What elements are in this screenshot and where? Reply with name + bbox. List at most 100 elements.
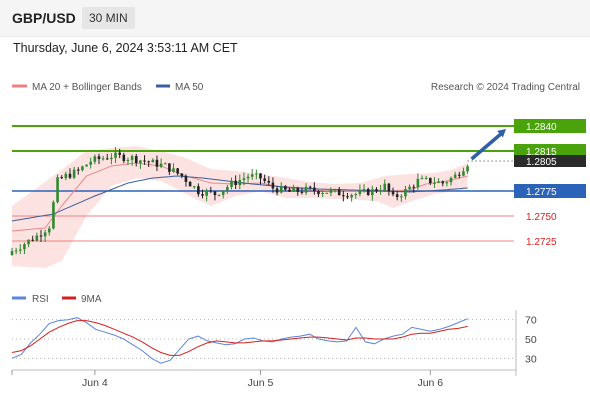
rsi-legend-label: RSI (32, 294, 49, 305)
level-tag-1.2815 (514, 144, 586, 158)
level-label-1.2840: 1.2840 (526, 122, 557, 133)
candle-body (458, 174, 461, 176)
candle-body (313, 187, 316, 192)
forecast-arrow-shaft (470, 131, 504, 161)
candle-body (412, 186, 416, 188)
candle-body (296, 187, 300, 192)
candle-body (35, 235, 39, 241)
candle-body (89, 161, 92, 165)
level-tag-1.2775 (514, 184, 586, 198)
candle-body (466, 166, 469, 172)
level-label-1.2725: 1.2725 (526, 237, 557, 248)
candle-body (151, 159, 155, 163)
candle-body (288, 189, 291, 192)
candle-body (10, 251, 14, 255)
candle-body (379, 190, 382, 192)
candle-body (93, 156, 97, 162)
candle-body (168, 163, 171, 172)
x-tick-label: Jun 5 (248, 377, 274, 389)
candle-body (259, 173, 262, 179)
ma50-legend-label: MA 50 (175, 82, 204, 93)
candle-body (246, 176, 250, 179)
candle-body (445, 182, 449, 184)
candle-body (342, 195, 345, 197)
candle-body (391, 191, 395, 195)
candle-body (358, 190, 362, 195)
level-tag-1.2840 (514, 119, 586, 133)
candle-body (325, 192, 329, 194)
candle-body (209, 190, 213, 192)
candle-body (279, 186, 283, 193)
candle-body (292, 187, 295, 192)
candle-body (366, 188, 370, 196)
candle-body (97, 156, 101, 160)
candle-body (155, 159, 159, 167)
candle-body (188, 181, 192, 187)
candle-body (27, 239, 30, 245)
candle-body (43, 232, 47, 237)
candle-body (416, 178, 420, 188)
candle-body (126, 159, 130, 162)
candle-body (346, 196, 349, 198)
candle-body (362, 188, 366, 191)
candle-body (105, 158, 109, 160)
candle-body (304, 186, 308, 193)
candle-body (85, 164, 88, 167)
candle-body (263, 178, 266, 181)
level-label-1.2775: 1.2775 (526, 187, 557, 198)
candle-body (321, 192, 324, 195)
candle-body (76, 169, 80, 171)
candle-body (329, 190, 333, 193)
rsi-tick-label: 70 (525, 315, 537, 327)
candle-body (68, 173, 72, 178)
candle-body (221, 190, 225, 195)
candle-body (395, 194, 399, 197)
candle-body (242, 178, 246, 181)
candle-body (350, 194, 353, 198)
last-price-tag (514, 155, 586, 167)
candle-body (462, 171, 465, 176)
candle-body (375, 189, 378, 192)
candle-body (52, 202, 55, 229)
candle-body (250, 174, 254, 177)
candle-body (176, 168, 179, 174)
rsi-line (11, 317, 468, 364)
rsi-ma-legend-label: 9MA (81, 294, 102, 305)
credit-label: Research © 2024 Trading Central (431, 82, 580, 93)
candle-body (130, 156, 134, 160)
candle-body (184, 176, 188, 182)
candle-body (371, 189, 374, 196)
candle-body (284, 186, 287, 190)
candle-body (101, 158, 105, 160)
candle-body (354, 194, 358, 196)
candle-body (180, 173, 184, 177)
candle-body (159, 163, 163, 167)
candle-body (39, 235, 43, 237)
candle-body (420, 178, 424, 180)
candle-body (201, 194, 204, 196)
candle-body (424, 177, 428, 179)
candle-body (234, 180, 237, 186)
top-bar: GBP/USD 30 MIN (0, 0, 590, 37)
rsi-ma-line (11, 320, 468, 356)
candle-body (163, 163, 167, 165)
candle-body (172, 168, 175, 172)
candle-body (192, 186, 196, 188)
candle-body (400, 196, 403, 198)
candle-body (230, 180, 233, 187)
candle-body (429, 177, 432, 184)
last-price-label: 1.2805 (526, 157, 557, 168)
candle-body (213, 191, 217, 196)
candle-body (72, 169, 76, 178)
candle-body (238, 180, 242, 186)
candle-body (255, 173, 258, 175)
bollinger-band (12, 146, 468, 268)
candle-body (134, 156, 138, 163)
candle-body (147, 161, 150, 163)
candle-body (275, 188, 279, 193)
timeframe-button[interactable]: 30 MIN (82, 7, 135, 29)
candle-body (449, 177, 453, 183)
candle-body (408, 186, 411, 190)
candle-body (110, 157, 113, 160)
